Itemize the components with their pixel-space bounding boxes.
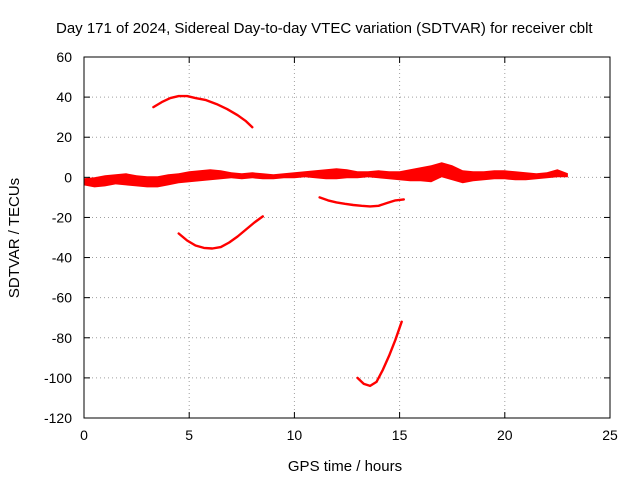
chart-title: Day 171 of 2024, Sidereal Day-to-day VTE… (56, 20, 593, 37)
x-tick-label: 5 (185, 427, 193, 443)
y-tick-label: 40 (56, 89, 72, 105)
x-tick-label: 10 (287, 427, 303, 443)
y-tick-label: -100 (44, 370, 72, 386)
series-band-main (84, 162, 568, 188)
y-tick-label: -20 (52, 209, 72, 225)
series-arc (152, 94, 254, 129)
series-arc (356, 320, 403, 388)
y-tick-label: -80 (52, 330, 72, 346)
plot-frame (83, 56, 611, 419)
y-tick-label: 20 (56, 129, 72, 145)
x-tick-label: 0 (80, 427, 88, 443)
data-series (84, 94, 568, 388)
axis-ticks: 0 5 10 15 20 25 -120 -100 -80 -60 -40 -20 0 20 40 60 (44, 49, 618, 443)
series-arc (177, 215, 264, 250)
x-tick-label: 25 (602, 427, 618, 443)
y-tick-label: 60 (56, 49, 72, 65)
series-arc (318, 196, 405, 208)
y-axis-label: SDTVAR / TECUs (6, 178, 23, 298)
y-tick-label: -40 (52, 250, 72, 266)
y-tick-label: -120 (44, 410, 72, 426)
y-tick-label: 0 (64, 169, 72, 185)
grid (84, 57, 610, 418)
y-tick-label: -60 (52, 290, 72, 306)
x-tick-label: 15 (392, 427, 408, 443)
x-axis-label: GPS time / hours (288, 458, 402, 475)
x-tick-label: 20 (497, 427, 513, 443)
